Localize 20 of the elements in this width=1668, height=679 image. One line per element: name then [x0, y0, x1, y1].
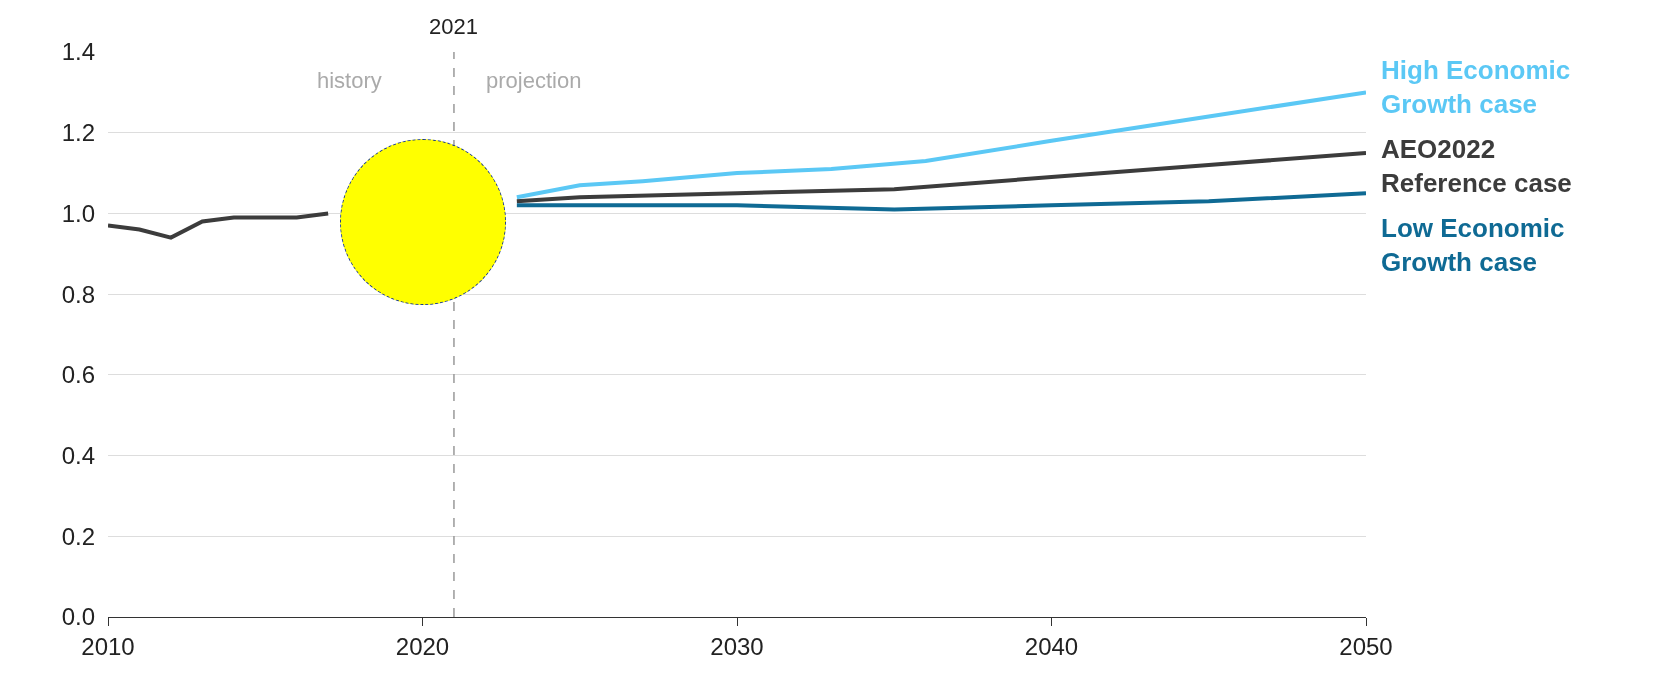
y-tick-label: 1.4: [61, 38, 95, 66]
x-tick-label: 2040: [1024, 632, 1079, 660]
y-tick-label: 0.2: [61, 522, 95, 550]
x-tick-label: 2020: [395, 632, 450, 660]
y-tick-label: 0.0: [61, 603, 95, 631]
y-tick-label: 1.0: [61, 199, 95, 227]
y-tick-label: 0.4: [61, 441, 95, 469]
y-tick-label: 0.8: [61, 280, 95, 308]
x-tick-label: 2030: [710, 632, 764, 660]
x-tick-label: 2050: [1339, 632, 1393, 660]
y-tick-label: 1.2: [61, 119, 95, 147]
series-label: AEO2022 Reference case: [1381, 134, 1572, 198]
series-label: Low Economic Growth case: [1381, 213, 1565, 277]
annotation: projection: [486, 68, 582, 93]
line-series: [514, 191, 1366, 212]
x-tick-label: 2010: [81, 632, 135, 660]
ref-line-label: 2021: [429, 14, 478, 39]
annotation: history: [317, 68, 382, 93]
y-tick-label: 0.6: [61, 361, 95, 389]
series-label: High Economic Growth case: [1381, 55, 1571, 119]
